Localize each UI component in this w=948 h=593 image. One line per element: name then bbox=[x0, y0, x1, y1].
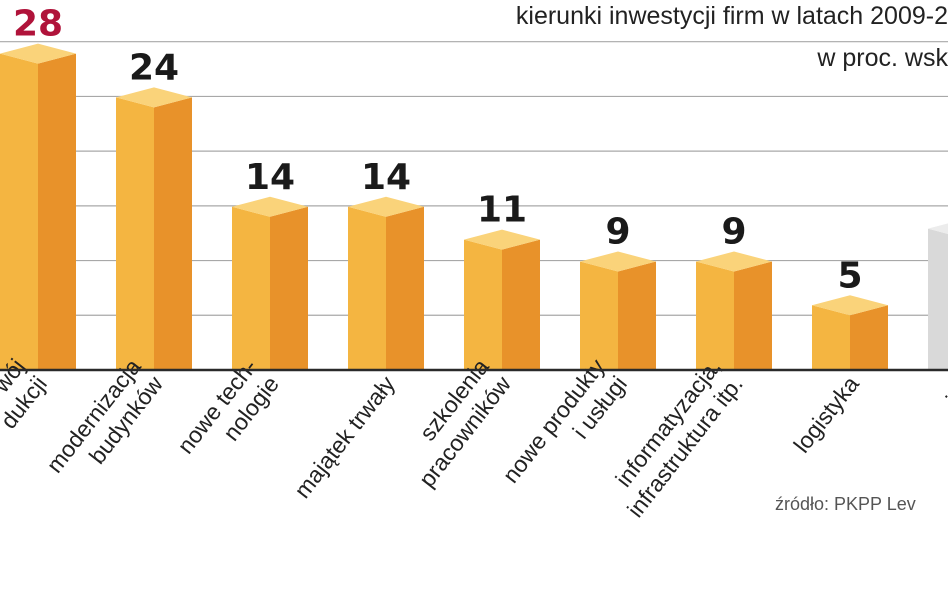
bar-side bbox=[386, 206, 424, 370]
chart-title: kierunki inwestycji firm w latach 2009-2 bbox=[515, 2, 948, 30]
bar-side bbox=[618, 261, 656, 370]
value-label: 9 bbox=[721, 212, 746, 253]
bar bbox=[464, 239, 502, 370]
bar-top bbox=[464, 229, 540, 250]
tick-label: majątek trwały bbox=[289, 371, 400, 503]
bar-top bbox=[812, 295, 888, 316]
value-label: 14 bbox=[361, 157, 411, 198]
tick-label-group: nowe tech-nologie bbox=[172, 354, 284, 459]
bar-top bbox=[232, 196, 308, 217]
bar bbox=[116, 97, 154, 371]
value-label: 14 bbox=[245, 157, 295, 198]
bar-side bbox=[850, 305, 888, 370]
value-label: 11 bbox=[477, 190, 527, 231]
bar-top bbox=[580, 251, 656, 272]
bar-top bbox=[348, 196, 424, 217]
tick-label-group: inn bbox=[941, 371, 948, 411]
bar-side bbox=[734, 261, 772, 370]
bar bbox=[928, 228, 948, 370]
tick-label-group: logistyka bbox=[788, 371, 864, 458]
bar-side bbox=[502, 239, 540, 370]
value-label: 9 bbox=[605, 212, 630, 253]
bar-top bbox=[116, 87, 192, 108]
tick-label-group: majątek trwały bbox=[289, 371, 400, 503]
bar bbox=[348, 206, 386, 370]
chart-subtitle: w proc. wsk bbox=[817, 44, 948, 72]
bar-top bbox=[928, 223, 948, 234]
tick-label: inn bbox=[941, 371, 948, 411]
bar bbox=[232, 206, 270, 370]
bar bbox=[0, 53, 38, 370]
value-label: 24 bbox=[129, 47, 179, 88]
bar-side bbox=[154, 97, 192, 371]
bar-top bbox=[696, 251, 772, 272]
bar bbox=[812, 305, 850, 370]
bar-side bbox=[38, 53, 76, 370]
value-label: 5 bbox=[837, 255, 862, 296]
tick-label: logistyka bbox=[788, 371, 864, 458]
bar-side bbox=[270, 206, 308, 370]
source-note: źródło: PKPP Lev bbox=[775, 494, 916, 514]
bar bbox=[580, 261, 618, 370]
bar-top bbox=[0, 43, 76, 64]
value-label: 28 bbox=[13, 4, 63, 45]
bar bbox=[696, 261, 734, 370]
tick-label-group: informatyzacja,infrastruktura itp. bbox=[610, 354, 748, 522]
